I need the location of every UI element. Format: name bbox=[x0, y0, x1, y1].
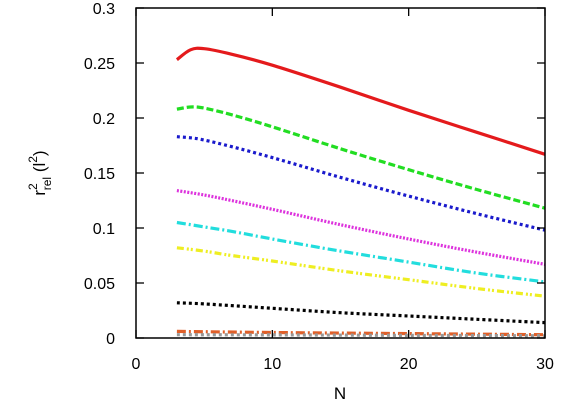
series-line-2 bbox=[176, 105, 546, 210]
y-label-superscript: 2 bbox=[26, 183, 40, 190]
series-line-4 bbox=[176, 189, 546, 266]
series-line-1 bbox=[175, 46, 546, 156]
y-label-unit-close: ) bbox=[30, 150, 49, 156]
series-line-7 bbox=[176, 301, 546, 325]
y-tick-label-0: 0 bbox=[106, 331, 115, 348]
x-tick-label-3: 30 bbox=[536, 356, 554, 373]
series-line-5 bbox=[176, 220, 546, 284]
y-axis-label: r2rel (l2) bbox=[26, 150, 54, 195]
y-label-base: r bbox=[30, 190, 49, 196]
y-tick-label-3: 0.15 bbox=[84, 166, 115, 183]
series-line-3 bbox=[176, 135, 546, 232]
y-tick-label-5: 0.25 bbox=[84, 56, 115, 73]
y-label-subscript: rel bbox=[40, 177, 54, 190]
x-axis-label: N bbox=[334, 384, 346, 403]
x-tick-label-2: 20 bbox=[400, 356, 418, 373]
y-label-unit-open: (l bbox=[30, 163, 49, 177]
tick-layer: 0 10 20 30 0 0.05 0.1 0.15 0.2 0.25 0.3 bbox=[84, 1, 554, 373]
y-tick-label-2: 0.1 bbox=[93, 221, 115, 238]
series-line-6 bbox=[176, 246, 546, 298]
x-tick-label-0: 0 bbox=[132, 356, 141, 373]
y-tick-label-4: 0.2 bbox=[93, 111, 115, 128]
x-tick-label-1: 10 bbox=[263, 356, 281, 373]
y-label-unit-superscript: 2 bbox=[26, 156, 40, 163]
series-line-9 bbox=[176, 333, 546, 338]
series-layer bbox=[175, 46, 546, 338]
y-tick-label-1: 0.05 bbox=[84, 276, 115, 293]
y-tick-label-6: 0.3 bbox=[93, 1, 115, 18]
